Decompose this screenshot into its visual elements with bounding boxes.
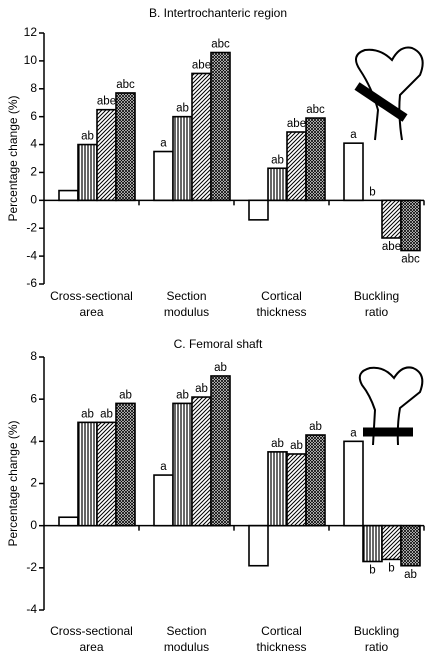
bar [248,524,269,567]
y-tick-label: 8 [30,349,37,363]
y-tick-label: 10 [24,53,38,67]
y-tick-label: 6 [30,109,37,123]
bar [286,131,307,202]
y-tick-label: 4 [30,434,37,448]
data-label: ab [81,131,94,143]
x-tick-label: Cortical thickness [256,289,306,319]
bar [58,189,79,202]
data-label: ab [100,408,113,420]
data-label: b [369,186,375,198]
x-tick-label: Section modulus [164,624,209,654]
data-label: ab [81,408,94,420]
data-label: abc [401,254,420,266]
data-label: abc [306,104,325,116]
chart-title: C. Femoral shaft [174,337,263,351]
x-tick-label: Cross-sectional area [50,289,133,319]
bar [362,524,383,563]
y-tick-label: -2 [26,220,37,234]
data-label: a [160,138,167,150]
bar [305,117,326,202]
data-label: ab [195,383,208,395]
data-label: ab [271,438,284,450]
chart-title: B. Intertrochanteric region [149,6,287,20]
bar [172,115,193,202]
data-label: abe [382,241,401,253]
data-label: ab [214,362,227,374]
data-label: a [160,461,167,473]
bar [210,51,231,202]
bar [172,402,193,527]
y-tick-label: 6 [30,391,37,405]
data-label: abe [97,96,116,108]
bar [77,143,98,202]
y-tick-label: 0 [30,193,37,207]
data-label: a [350,427,357,439]
x-tick-label: Cortical thickness [256,624,306,654]
femur-icon [354,46,424,141]
data-label: abc [211,39,230,51]
x-tick-label: Buckling ratio [354,624,399,654]
y-tick-label: -6 [26,276,37,290]
bar [343,142,364,202]
x-tick-label: Cross-sectional area [50,624,133,654]
bar [343,440,364,527]
x-tick-label: Section modulus [164,289,209,319]
y-tick-label: 0 [30,518,37,532]
bar [96,108,117,202]
data-label: b [388,562,394,574]
data-label: ab [176,389,189,401]
y-tick-label: 2 [30,165,37,179]
y-tick-label: 8 [30,81,37,95]
y-tick-label: 4 [30,137,37,151]
bar [58,516,79,527]
bar [381,199,402,239]
y-tick-label: 12 [24,25,38,39]
data-label: abe [192,59,211,71]
bar [400,199,421,252]
data-label: abc [116,79,135,91]
bar [248,199,269,221]
y-tick-label: 2 [30,476,37,490]
y-axis-label: Percentage change (%) [6,420,20,546]
data-label: b [369,565,375,577]
bar [153,474,174,527]
bar [210,375,231,527]
y-tick-label: -4 [26,602,37,616]
femur-icon [358,366,424,446]
data-label: ab [271,154,284,166]
y-axis-label: Percentage change (%) [6,95,20,221]
bar [115,92,136,202]
data-label: abe [287,118,306,130]
bar [400,524,421,567]
bar [96,421,117,527]
y-tick-label: -4 [26,248,37,262]
bar [153,150,174,202]
y-tick-label: -2 [26,560,37,574]
data-label: a [350,129,357,141]
bar [191,72,212,202]
bar [115,402,136,527]
bar [267,167,288,202]
bar [77,421,98,527]
bar [191,396,212,527]
data-label: ab [290,440,303,452]
bar [381,524,402,561]
bar [286,453,307,527]
bar [305,434,326,527]
data-label: ab [309,421,322,433]
x-tick-label: Buckling ratio [354,289,399,319]
data-label: ab [119,389,132,401]
bar [267,451,288,527]
data-label: ab [176,103,189,115]
data-label: ab [404,569,417,581]
